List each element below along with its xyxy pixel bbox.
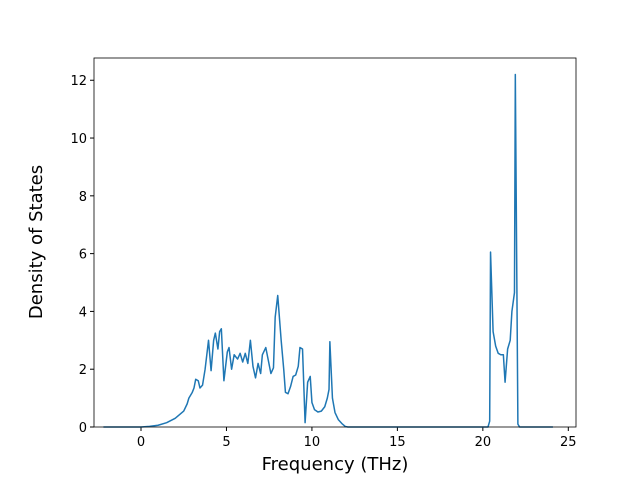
y-tick-label: 0 <box>79 421 87 436</box>
y-tick-label: 10 <box>70 132 87 147</box>
x-tick-label: 15 <box>389 435 406 450</box>
x-tick-label: 5 <box>222 435 230 450</box>
y-tick-label: 12 <box>70 74 87 89</box>
y-tick-label: 2 <box>79 363 87 378</box>
x-axis-label: Frequency (THz) <box>262 454 409 475</box>
plot-frame <box>93 57 577 428</box>
y-tick-label: 4 <box>79 305 87 320</box>
line-series <box>103 73 553 428</box>
y-axis-label: Density of States <box>26 165 47 319</box>
x-tick-label: 10 <box>304 435 321 450</box>
y-tick-label: 6 <box>79 248 87 263</box>
x-tick-label: 0 <box>137 435 145 450</box>
y-tick-label: 8 <box>79 190 87 205</box>
x-tick-label: 20 <box>475 435 492 450</box>
x-tick-label: 25 <box>560 435 577 450</box>
